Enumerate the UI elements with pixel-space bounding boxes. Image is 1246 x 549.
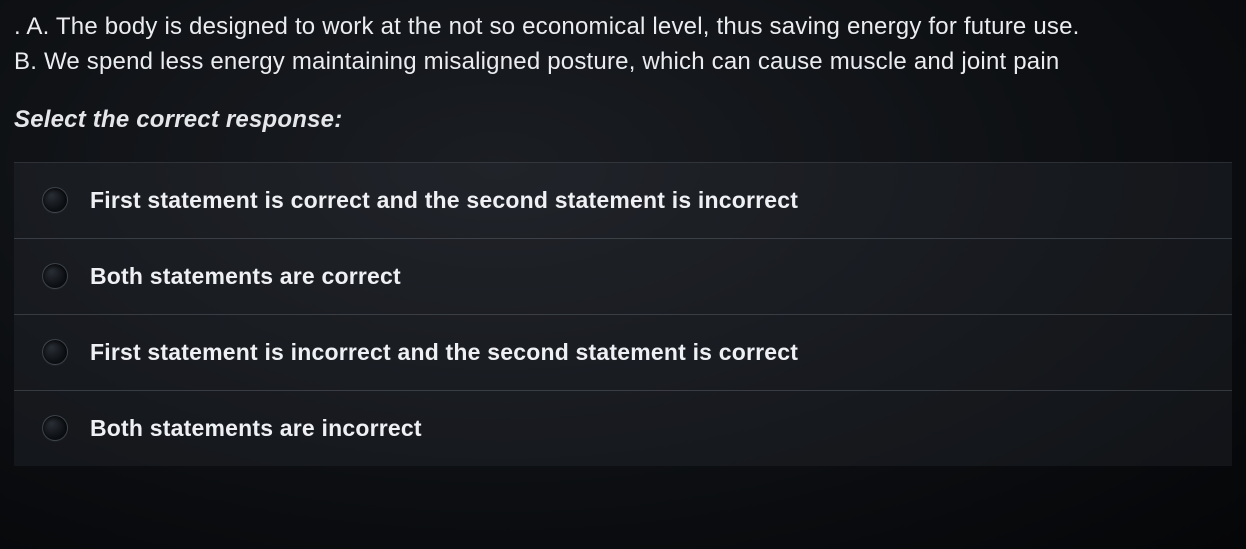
statement-a: . A. The body is designed to work at the… — [14, 10, 1232, 45]
options-list: First statement is correct and the secon… — [14, 162, 1232, 466]
option-row[interactable]: Both statements are correct — [14, 238, 1232, 314]
statement-b: B. We spend less energy maintaining misa… — [14, 45, 1232, 80]
question-statements: . A. The body is designed to work at the… — [14, 10, 1232, 80]
option-row[interactable]: First statement is incorrect and the sec… — [14, 314, 1232, 390]
option-label: First statement is correct and the secon… — [90, 187, 798, 214]
radio-icon[interactable] — [42, 187, 68, 213]
select-prompt: Select the correct response: — [14, 106, 1232, 134]
option-row[interactable]: Both statements are incorrect — [14, 390, 1232, 466]
option-label: Both statements are correct — [90, 263, 401, 290]
option-row[interactable]: First statement is correct and the secon… — [14, 162, 1232, 238]
radio-icon[interactable] — [42, 415, 68, 441]
radio-icon[interactable] — [42, 339, 68, 365]
radio-icon[interactable] — [42, 263, 68, 289]
option-label: Both statements are incorrect — [90, 415, 422, 442]
option-label: First statement is incorrect and the sec… — [90, 339, 798, 366]
